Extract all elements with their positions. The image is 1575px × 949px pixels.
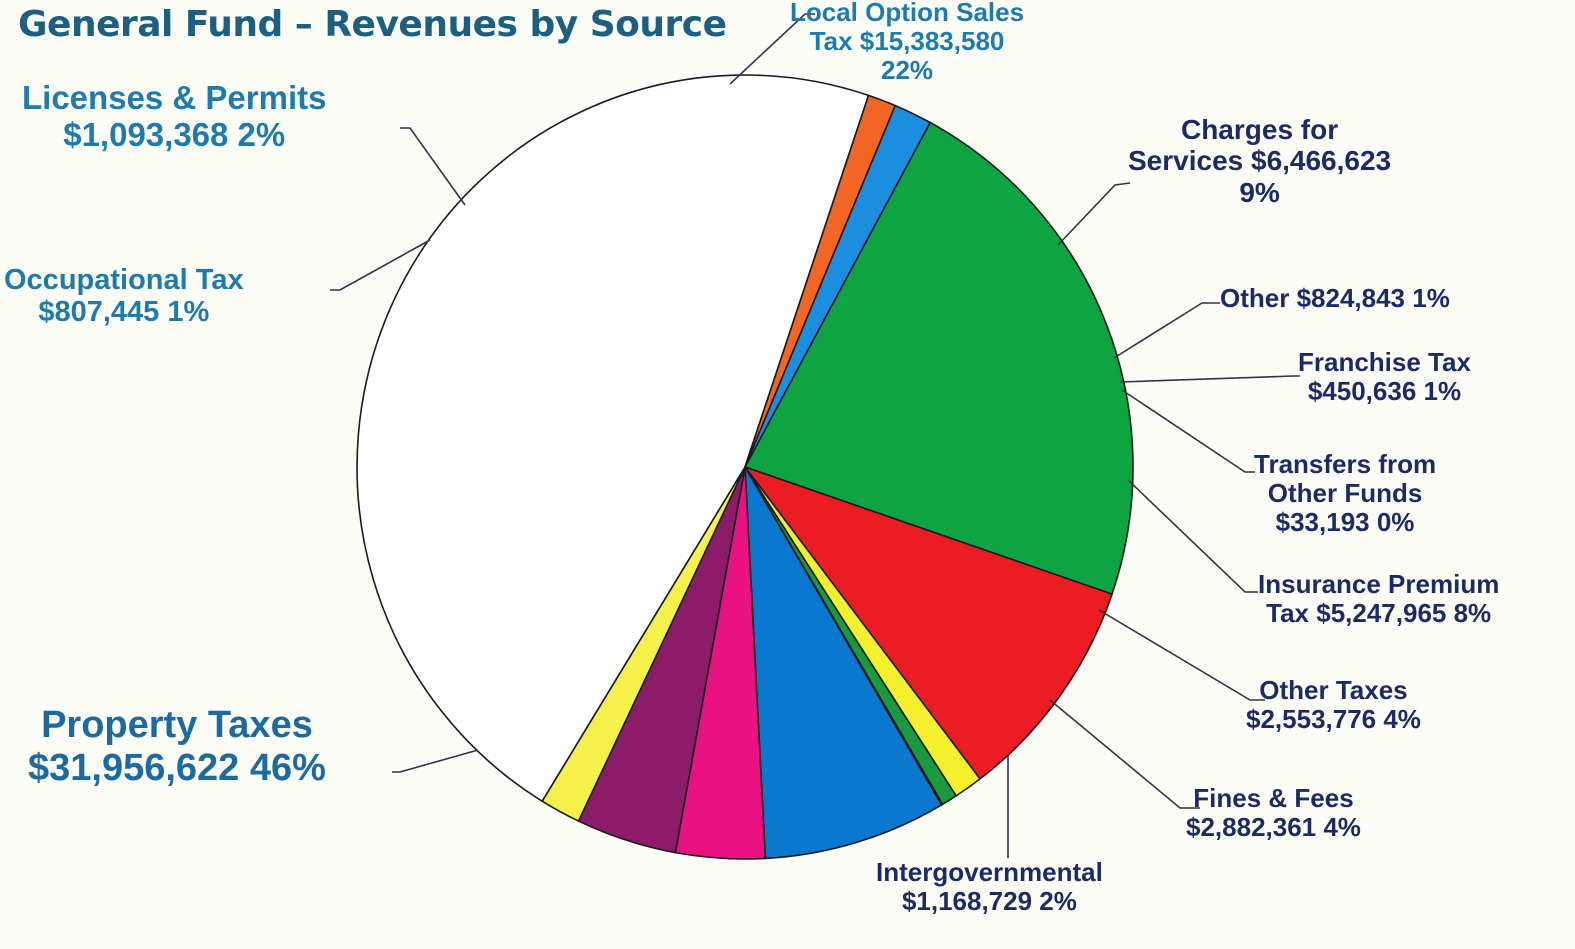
leader-charges xyxy=(1057,182,1131,246)
label-other-line1: Other $824,843 1% xyxy=(1220,283,1450,313)
label-intergov-line2: $1,168,729 2% xyxy=(901,886,1077,917)
label-other-taxes: Other Taxes $2,553,776 4% xyxy=(1246,675,1421,735)
label-fines-line2: $2,882,361 4% xyxy=(1186,812,1361,843)
label-fines-and-fees: Fines & Fees $2,882,361 4% xyxy=(1186,783,1361,843)
label-charges-for-services: Charges for Services $6,466,623 9% xyxy=(1128,114,1391,208)
pie-slice-property-taxes xyxy=(356,74,870,802)
label-franchise-line2: $450,636 1% xyxy=(1307,376,1462,407)
label-intergov-line1: Intergovernmental xyxy=(876,857,1103,887)
label-charges-line2: Services $6,466,623 xyxy=(1128,145,1392,177)
leader-property xyxy=(392,749,479,773)
leader-fines xyxy=(1049,699,1200,809)
label-local-option-sales-tax: Local Option Sales Tax $15,383,580 22% xyxy=(790,0,1024,85)
label-franchise-tax: Franchise Tax $450,636 1% xyxy=(1298,347,1471,407)
leader-licenses xyxy=(400,127,466,206)
pie-slice-licenses-permits xyxy=(744,104,931,468)
label-intergovernmental: Intergovernmental $1,168,729 2% xyxy=(876,857,1103,917)
label-fines-line1: Fines & Fees xyxy=(1193,783,1354,813)
label-licenses-line1: Licenses & Permits xyxy=(22,79,327,116)
label-local-option-line1: Local Option Sales xyxy=(790,0,1025,27)
label-occupational-tax: Occupational Tax $807,445 1% xyxy=(4,264,244,329)
leader-franchise xyxy=(1119,375,1300,383)
label-other: Other $824,843 1% xyxy=(1220,283,1450,313)
leader-transfers xyxy=(1121,389,1255,473)
label-occupational-line1: Occupational Tax xyxy=(4,264,244,296)
label-transfers-from-other-funds: Transfers from Other Funds $33,193 0% xyxy=(1254,449,1437,538)
leader-local-option xyxy=(729,13,815,85)
pie-slice-insurance-premium-tax xyxy=(744,466,943,860)
label-property-line1: Property Taxes xyxy=(41,704,313,746)
leader-lines xyxy=(330,13,1300,858)
pie-slice-local-option-sales-tax xyxy=(744,121,1134,595)
chart-title: General Fund – Revenues by Source xyxy=(18,4,727,45)
label-local-option-line3: 22% xyxy=(881,55,934,86)
label-insurance-line1: Insurance Premium xyxy=(1258,569,1500,599)
leader-occupational xyxy=(330,239,431,291)
pie-slices xyxy=(356,74,1134,860)
leader-other-taxes xyxy=(1098,609,1265,701)
label-charges-line3: 9% xyxy=(1239,176,1280,208)
pie-slice-charges-for-services xyxy=(744,466,1113,780)
label-franchise-line1: Franchise Tax xyxy=(1298,347,1471,377)
label-transfers-line3: $33,193 0% xyxy=(1275,507,1415,538)
label-property-taxes: Property Taxes $31,956,622 46% xyxy=(28,704,326,789)
label-transfers-line2: Other Funds xyxy=(1267,478,1423,509)
label-insurance-line2: Tax $5,247,965 8% xyxy=(1266,598,1492,629)
label-insurance-premium-tax: Insurance Premium Tax $5,247,965 8% xyxy=(1258,569,1500,629)
label-other-taxes-line2: $2,553,776 4% xyxy=(1246,704,1421,735)
label-local-option-line2: Tax $15,383,580 xyxy=(809,26,1005,57)
leader-insurance xyxy=(1127,479,1258,593)
label-licenses-line2: $1,093,368 2% xyxy=(63,115,286,153)
leader-other xyxy=(1113,302,1220,359)
label-charges-line1: Charges for xyxy=(1180,114,1339,145)
label-transfers-line1: Transfers from xyxy=(1254,449,1437,479)
label-property-line2: $31,956,622 46% xyxy=(28,746,326,789)
label-occupational-line2: $807,445 1% xyxy=(38,296,210,329)
label-other-taxes-line1: Other Taxes xyxy=(1259,675,1408,705)
label-licenses-and-permits: Licenses & Permits $1,093,368 2% xyxy=(22,79,327,154)
